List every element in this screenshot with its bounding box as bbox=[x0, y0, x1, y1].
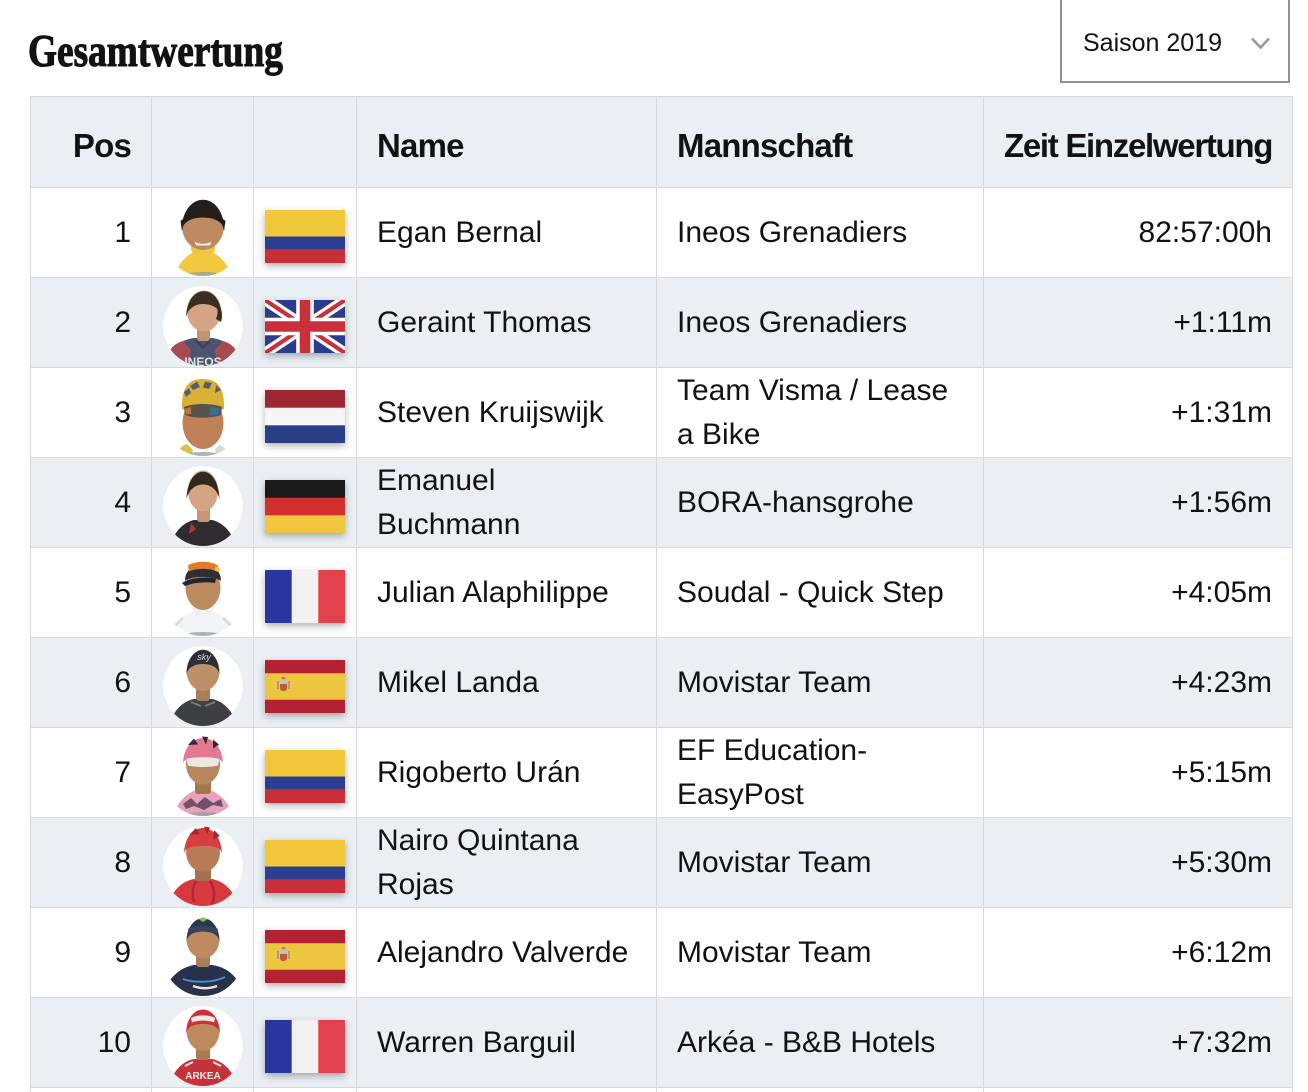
svg-text:sky: sky bbox=[197, 652, 211, 662]
svg-text:ARKEA: ARKEA bbox=[185, 1071, 221, 1082]
svg-text:INEOS: INEOS bbox=[184, 355, 221, 366]
